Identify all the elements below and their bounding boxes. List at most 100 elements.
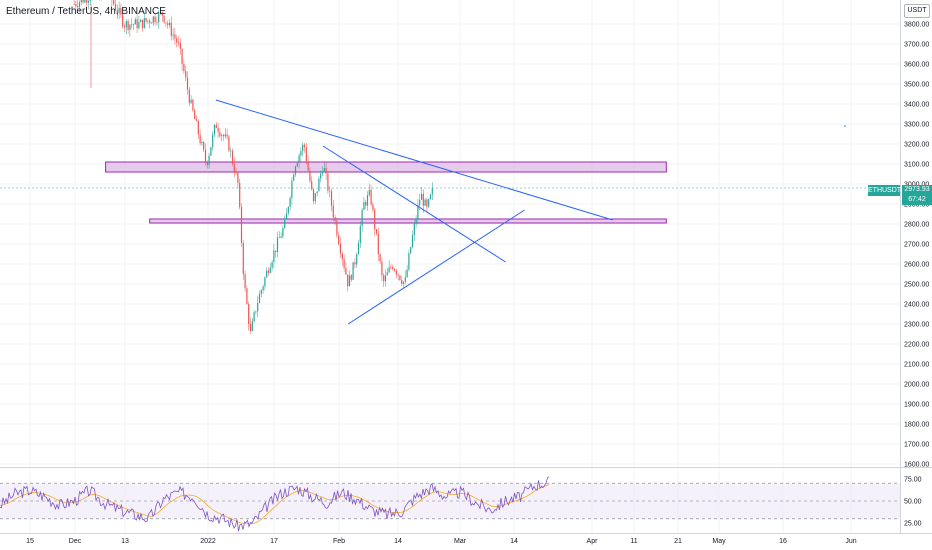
candle-body [217, 128, 219, 133]
currency-label[interactable]: USDT [904, 4, 930, 18]
candle-body [264, 277, 266, 287]
candle-body [285, 213, 288, 220]
candle-body [260, 290, 262, 295]
candle-body [397, 274, 399, 276]
candle-body [348, 275, 351, 287]
y-tick-label: 2500.00 [904, 282, 929, 289]
candle-body [352, 262, 354, 280]
candle-body [224, 134, 226, 137]
y-tick-label: 1600.00 [904, 462, 929, 469]
zones [105, 161, 667, 224]
candle-body [408, 253, 410, 270]
candle-body [426, 199, 428, 207]
candle-body [154, 16, 156, 22]
candle-body [158, 12, 160, 23]
y-tick-label: 2900.00 [904, 202, 929, 209]
candle-body [318, 178, 320, 192]
candle-body [239, 182, 241, 208]
trendline [215, 99, 613, 221]
candle-body [312, 189, 315, 202]
candle-body [165, 22, 167, 24]
candle-body [275, 250, 277, 252]
candle-body [140, 19, 142, 23]
y-tick-label: 3800.00 [904, 22, 929, 29]
candle-body [278, 237, 280, 239]
candle-body [294, 166, 297, 175]
candle-body [267, 270, 270, 273]
candle-body [188, 89, 190, 103]
candle-body [386, 272, 388, 276]
candle-body [248, 304, 250, 325]
candle-body [199, 134, 201, 144]
y-tick-label: 2100.00 [904, 362, 929, 369]
candle-body [269, 267, 271, 273]
candle-body [422, 193, 424, 206]
candle-body [192, 99, 194, 111]
x-tick-label: 17 [270, 538, 278, 545]
candle-body [152, 16, 154, 24]
trendline [347, 209, 525, 325]
candle-body [86, 0, 88, 3]
y-tick-label: 1800.00 [904, 422, 929, 429]
candle-body [208, 155, 210, 166]
candle-body [372, 204, 374, 210]
candle-body [149, 20, 151, 23]
candle-body [406, 269, 408, 278]
candle-body [258, 294, 261, 303]
candle-body [321, 171, 324, 174]
x-tick-label: 13 [121, 538, 129, 545]
y-tick-label: 3100.00 [904, 162, 929, 169]
symbol-badge: ETHUSDT [868, 185, 902, 196]
candle-body [343, 259, 345, 268]
candle-body [123, 26, 126, 28]
candle-body [190, 99, 192, 103]
candle-body [253, 312, 255, 322]
candle-body [114, 4, 117, 11]
x-tick-label: 2022 [200, 538, 216, 545]
candle-body [428, 199, 430, 207]
candle-body [75, 4, 77, 7]
candle-body [127, 21, 129, 30]
candle-body [129, 24, 131, 30]
candle-body [230, 150, 232, 152]
candle-body [226, 134, 228, 137]
x-tick-label: 15 [26, 538, 34, 545]
candle-body [118, 8, 120, 14]
candle-body [395, 270, 397, 275]
candle-body [136, 19, 138, 29]
candle-body [179, 42, 181, 49]
chart-title: Ethereum / TetherUS, 4h, BINANCE [6, 6, 166, 17]
x-tick-label: Feb [333, 538, 345, 545]
candle-body [325, 168, 327, 174]
candle-body [296, 162, 298, 167]
y-tick-label: 2800.00 [904, 222, 929, 229]
candle-body [89, 0, 91, 1]
rsi-ma-line [0, 484, 550, 525]
candle-body [307, 161, 309, 171]
candle-body [77, 6, 79, 8]
candle-body [78, 2, 81, 8]
y-tick-label: 2700.00 [904, 242, 929, 249]
rsi-axis: 75.00 50.00 25.00 [904, 476, 922, 527]
candle-body [233, 163, 235, 173]
candle-body [424, 199, 426, 206]
x-axis: 15 Dec 13 2022 17 Feb 14 Mar 14 Apr 11 21 May 16 Jun [26, 538, 857, 545]
y-tick-label: 3700.00 [904, 42, 929, 49]
y-tick-label: 1900.00 [904, 402, 929, 409]
candle-body [309, 170, 311, 182]
candle-body [203, 141, 205, 150]
candle-body [393, 268, 396, 271]
candle-body [186, 77, 189, 90]
candle-body [221, 135, 223, 137]
candle-body [249, 324, 252, 331]
candle-body [415, 219, 417, 224]
candle-body [84, 0, 86, 3]
candle-body [257, 302, 259, 312]
candle-body [379, 254, 381, 262]
candle-body [404, 277, 406, 282]
candle-body [271, 262, 273, 268]
rsi-line [0, 476, 550, 532]
x-tick-label: May [712, 538, 726, 545]
time-scale-corner[interactable] [904, 537, 928, 549]
